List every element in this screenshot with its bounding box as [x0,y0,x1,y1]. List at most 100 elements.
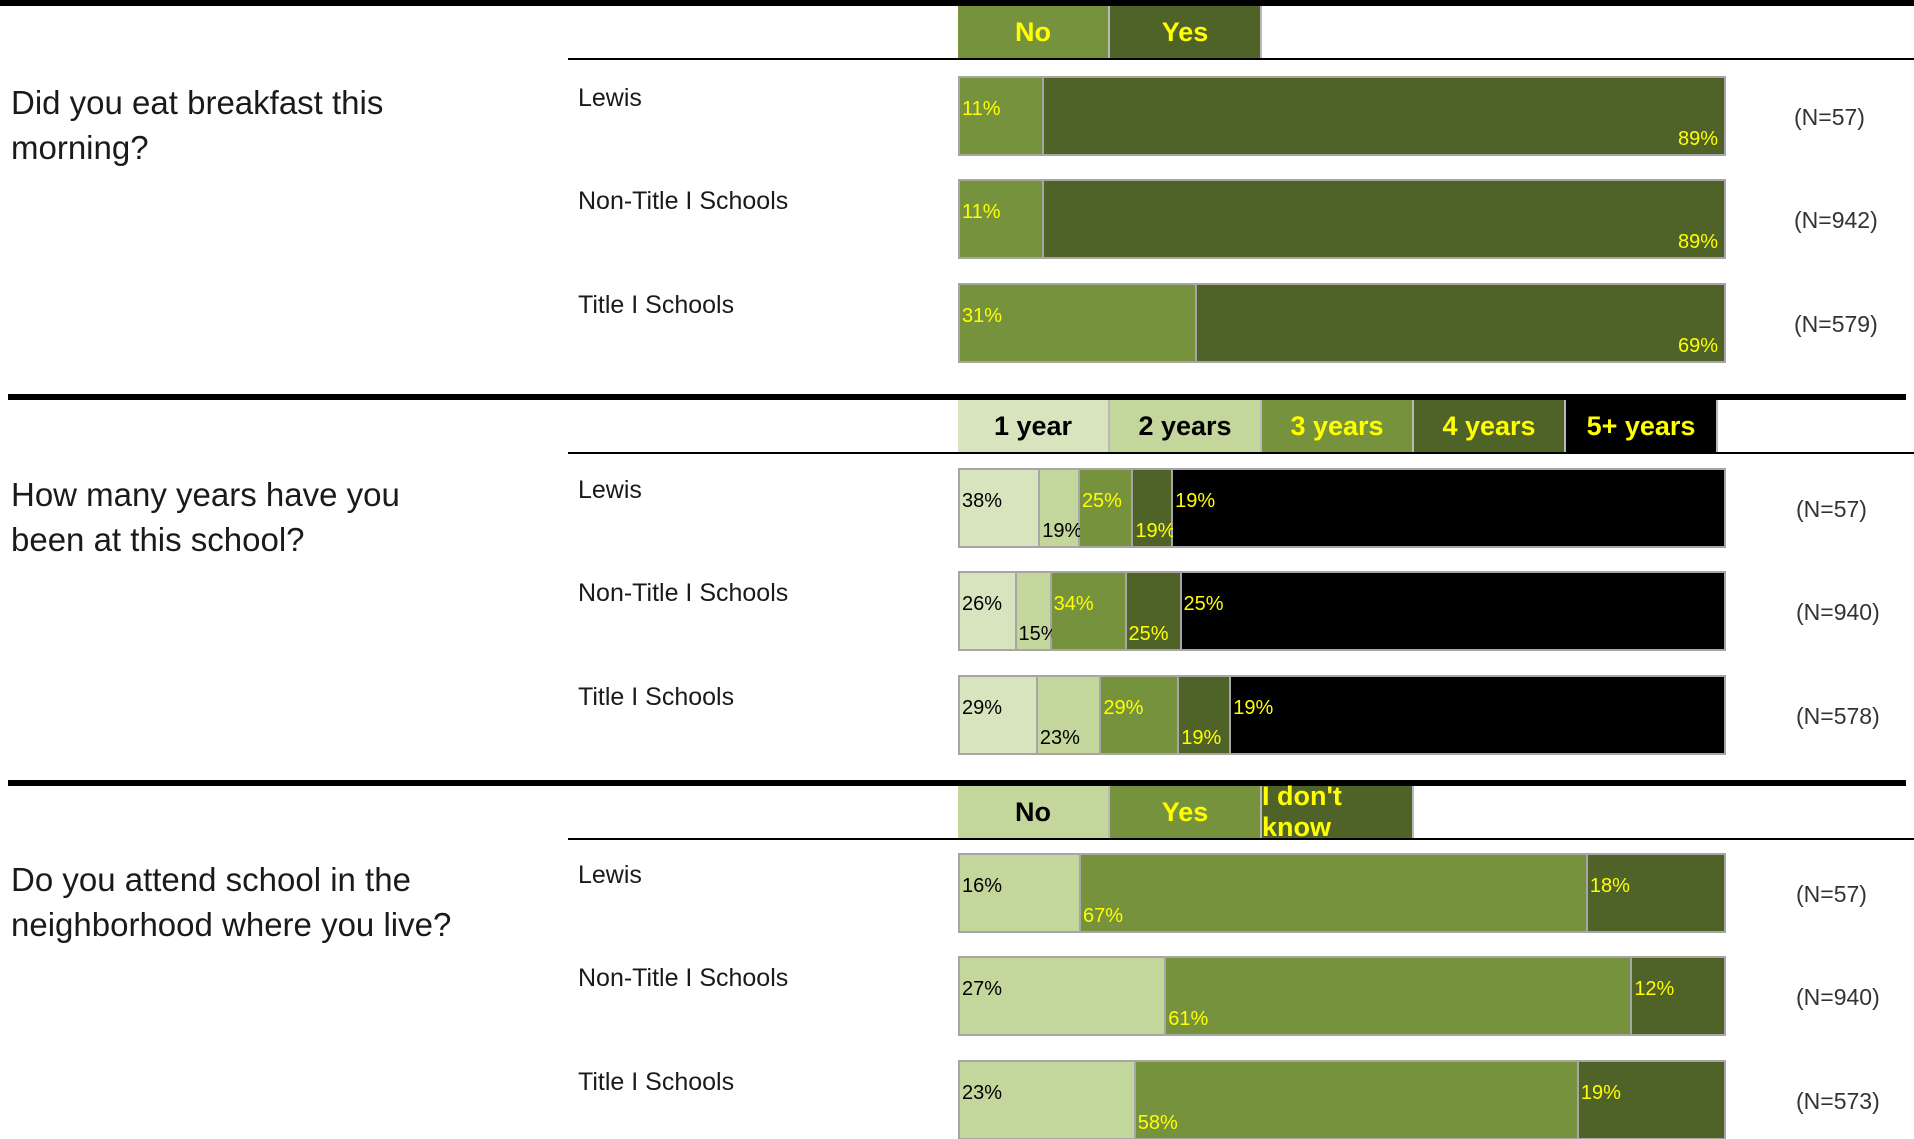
stacked-bar-title-i-schools: 31% 69% [958,283,1726,363]
row-label-lewis: Lewis [578,476,642,504]
bar-segment-3-years: 25% [1079,470,1134,546]
data-label: 23% [1039,727,1080,749]
data-label: 19% [1580,1082,1621,1104]
row-label-title-i-schools: Title I Schools [578,683,735,711]
sample-size-label: (N=579) [1794,311,1878,337]
bar-segment-no: 27% [960,958,1167,1034]
bar-segment-yes: 67% [1081,855,1588,931]
bar-segment-no: 31% [960,285,1197,361]
legend-underline [568,838,1914,840]
row-label-title-i-schools: Title I Schools [578,291,735,319]
bar-segment-yes: 69% [1196,285,1724,361]
data-label: 89% [1677,128,1718,150]
question-line: Did you eat breakfast this [11,84,384,121]
bar-segment-no: 23% [960,1062,1136,1138]
stacked-bar-lewis: 16% 67% 18% [958,853,1726,933]
question-line: been at this school? [11,521,305,558]
legend-item-no: No [958,6,1110,58]
bar-segment-2-years: 23% [1037,677,1102,753]
bar-segment-3-years: 29% [1101,677,1180,753]
bar-segment-4-years: 19% [1179,677,1232,753]
data-label: 67% [1083,905,1124,927]
section-divider [8,394,1906,400]
data-label: 31% [962,305,1003,327]
sample-size-label: (N=57) [1796,881,1867,907]
sample-size-label: (N=940) [1796,599,1880,625]
legend-item-2-years: 2 years [1110,400,1262,452]
question-text: How many years have you been at this scho… [11,472,531,562]
bar-segment-no: 11% [960,181,1045,257]
row-label-title-i-schools: Title I Schools [578,1068,735,1096]
data-label: 15% [1018,623,1059,645]
data-label: 69% [1677,335,1718,357]
row-label-lewis: Lewis [578,84,642,112]
bar-segment-5-years: 19% [1173,470,1724,546]
legend-item-5-years: 5+ years [1566,400,1718,452]
data-label: 19% [1181,727,1222,749]
data-label: 27% [962,978,1003,1000]
bar-segment-no: 16% [960,855,1082,931]
legend-item-3-years: 3 years [1262,400,1414,452]
stacked-bar-lewis: 38% 19% 25% 19% 19% [958,468,1726,548]
data-label: 19% [1042,520,1083,542]
sample-size-label: (N=573) [1796,1088,1880,1114]
data-label: 34% [1053,593,1094,615]
legend-item-1-year: 1 year [958,400,1110,452]
bar-segment-3-years: 34% [1051,573,1127,649]
data-label: 26% [962,593,1003,615]
bar-segment-1-year: 26% [960,573,1017,649]
bar-segment-yes: 58% [1135,1062,1579,1138]
data-label: 11% [962,201,1001,223]
bar-segment-i-don-t-know: 19% [1578,1062,1724,1138]
sample-size-label: (N=57) [1796,496,1867,522]
bar-segment-i-don-t-know: 18% [1587,855,1724,931]
data-label: 25% [1183,593,1224,615]
data-label: 18% [1589,875,1630,897]
data-label: 25% [1081,490,1122,512]
bar-segment-5-years: 25% [1181,573,1724,649]
data-label: 19% [1175,490,1216,512]
data-label: 89% [1677,231,1718,253]
data-label: 12% [1634,978,1675,1000]
bar-segment-yes: 89% [1044,181,1724,257]
legend-item-no: No [958,786,1110,838]
sample-size-label: (N=57) [1794,104,1865,130]
data-label: 11% [962,98,1001,120]
data-label: 23% [962,1082,1003,1104]
stacked-bar-title-i-schools: 29% 23% 29% 19% 19% [958,675,1726,755]
data-label: 19% [1233,697,1274,719]
bar-segment-2-years: 19% [1040,470,1083,546]
question-line: How many years have you [11,476,400,513]
question-text: Do you attend school in the neighborhood … [11,857,531,947]
bar-segment-1-year: 29% [960,677,1038,753]
stacked-bar-non-title-i-schools: 26% 15% 34% 25% 25% [958,571,1726,651]
row-label-non-title-i-schools: Non-Title I Schools [578,579,789,607]
bar-segment-i-don-t-know: 12% [1632,958,1724,1034]
legend-underline [568,452,1914,454]
question-text: Did you eat breakfast this morning? [11,80,531,170]
legend-item-yes: Yes [1110,6,1262,58]
data-label: 61% [1168,1008,1209,1030]
legend-item-4-years: 4 years [1414,400,1566,452]
bar-segment-yes: 61% [1166,958,1633,1034]
question-line: neighborhood where you live? [11,906,452,943]
data-label: 19% [1135,520,1176,542]
question-line: Do you attend school in the [11,861,411,898]
stacked-bar-lewis: 11% 89% [958,76,1726,156]
question-line: morning? [11,129,149,166]
bar-segment-4-years: 25% [1126,573,1182,649]
bar-segment-1-year: 38% [960,470,1041,546]
data-label: 29% [962,697,1003,719]
bar-segment-4-years: 19% [1133,470,1176,546]
data-label: 16% [962,875,1003,897]
bar-segment-5-years: 19% [1231,677,1724,753]
data-label: 38% [962,490,1003,512]
stacked-bar-non-title-i-schools: 27% 61% 12% [958,956,1726,1036]
data-label: 29% [1103,697,1144,719]
bar-segment-yes: 89% [1044,78,1724,154]
bar-segment-2-years: 15% [1016,573,1059,649]
